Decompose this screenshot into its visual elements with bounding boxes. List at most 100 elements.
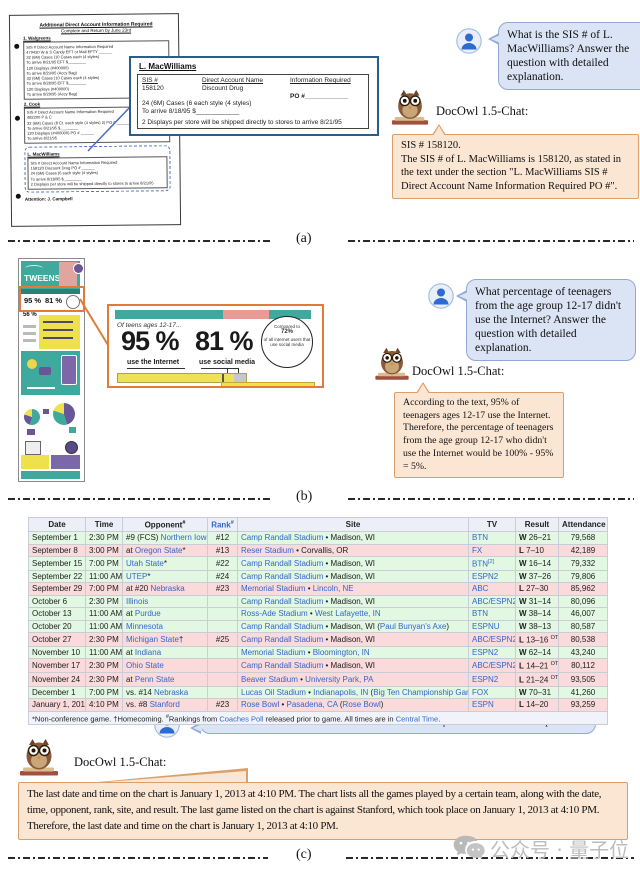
text-segment: #12 — [215, 533, 230, 543]
link[interactable]: Bloomington, IN — [312, 648, 370, 658]
table-cell: UTEP* — [122, 569, 208, 584]
link[interactable]: Ohio State — [126, 661, 164, 671]
text-segment: L — [519, 584, 524, 594]
table-cell: 7:00 PM — [85, 556, 123, 571]
table-cell: ABC — [468, 582, 516, 596]
link[interactable]: Minnesota — [126, 621, 163, 631]
link[interactable]: Michigan State — [126, 634, 179, 644]
link[interactable]: FOX — [472, 687, 489, 697]
table-row: October 20 11:00 AM Minnesota Camp Randall … — [28, 619, 608, 634]
link[interactable]: Camp Randall Stadium — [241, 558, 324, 568]
table-cell: at Purdue — [122, 607, 208, 621]
text-segment: * — [163, 558, 167, 568]
link[interactable]: ABC — [472, 584, 489, 594]
link[interactable]: Ross-Ade Stadium — [241, 609, 308, 619]
table-cell: BTN — [468, 607, 516, 621]
link[interactable]: Memorial Stadium — [241, 584, 306, 594]
link[interactable]: Stanford — [149, 700, 180, 710]
link[interactable]: West Lafayette, IN — [314, 609, 381, 619]
text-segment: at — [126, 674, 135, 684]
text-segment: vs. #8 — [126, 700, 150, 710]
purple-box — [51, 455, 80, 469]
link[interactable]: BTN — [472, 609, 488, 619]
link[interactable]: Reser Stadium — [241, 545, 294, 555]
text-segment: . — [438, 714, 441, 724]
link[interactable]: Northern Iowa — [160, 533, 208, 543]
link[interactable]: Indiana — [134, 648, 162, 658]
text-segment: • Madison, WI — [323, 634, 375, 644]
text-segment: 79,332 — [570, 558, 596, 568]
text-segment: • — [305, 648, 313, 658]
stat-95-label: use the Internet — [127, 359, 180, 366]
text-segment: • Madison, WI — [323, 661, 375, 671]
text-segment: November 17 — [32, 661, 81, 671]
text-segment: • — [279, 700, 287, 710]
table-cell: November 10 — [28, 645, 86, 660]
link[interactable]: Illinois — [126, 596, 149, 606]
link[interactable]: Camp Randall Stadium — [241, 661, 324, 671]
link[interactable]: ESPN — [472, 700, 494, 710]
text-segment: 85,962 — [570, 584, 596, 594]
link[interactable]: Purdue — [134, 609, 161, 619]
table-cell: Camp Randall Stadium • Madison, WI — [237, 594, 469, 609]
link[interactable]: FX — [472, 545, 483, 555]
link[interactable]: Rose Bowl — [241, 700, 280, 710]
table-cell: 42,189 — [558, 543, 608, 557]
user-question-b: What percentage of teenagers from the ag… — [456, 279, 636, 362]
link[interactable]: ABC/ESPN2 — [472, 634, 516, 644]
text-segment: 26–21 — [526, 533, 552, 543]
text-segment: • Madison, WI — [323, 596, 375, 606]
text-segment: 11:00 AM — [89, 648, 123, 658]
link[interactable]: Oregon State — [134, 545, 183, 555]
link[interactable]: Penn State — [134, 674, 175, 684]
link[interactable]: Utah State — [126, 558, 164, 568]
link[interactable]: Paul Bunyan's Axe — [379, 621, 447, 631]
table-cell: 46,007 — [558, 607, 608, 621]
link[interactable]: Coaches Poll — [219, 714, 264, 724]
link[interactable]: Lucas Oil Stadium — [241, 687, 306, 697]
table-cell: #13 — [207, 543, 238, 557]
table-cell: W 62–14 — [515, 645, 559, 660]
link[interactable]: Camp Randall Stadium — [241, 571, 324, 581]
link[interactable]: Memorial Stadium — [241, 648, 306, 658]
table-cell: October 27 — [28, 632, 86, 647]
table-cell: ABC/ESPN2 — [468, 594, 516, 609]
link[interactable]: UTEP — [126, 571, 148, 581]
link[interactable]: Rose Bowl — [342, 700, 381, 710]
text-segment: 38–13 — [526, 621, 552, 631]
table-cell: Lucas Oil Stadium • Indianapolis, IN (Bi… — [237, 685, 469, 700]
text-segment: 3:00 PM — [89, 545, 119, 555]
link[interactable]: Big Ten Championship Game — [373, 687, 469, 697]
text-segment: October 20 — [32, 621, 72, 631]
link[interactable]: ESPNU — [472, 621, 500, 631]
link[interactable]: [2] — [488, 559, 495, 565]
link[interactable]: ESPN2 — [472, 571, 499, 581]
link[interactable]: BTN — [472, 533, 488, 543]
link[interactable]: Nebraska — [154, 687, 189, 697]
link[interactable]: Indianapolis, IN — [313, 687, 369, 697]
link[interactable]: ESPN2 — [472, 648, 499, 658]
text-segment: 62–14 — [526, 648, 552, 658]
link[interactable]: Camp Randall Stadium — [241, 621, 324, 631]
table-cell: ESPN2 — [468, 645, 516, 660]
link[interactable]: Camp Randall Stadium — [241, 596, 324, 606]
link[interactable]: BTN — [472, 559, 488, 569]
table-cell: vs. #8 Stanford — [122, 698, 208, 712]
link[interactable]: Beaver Stadium — [241, 674, 298, 684]
link[interactable]: ABC/ESPN2 — [472, 661, 516, 671]
link[interactable]: Nebraska — [150, 584, 185, 594]
table-cell: ABC/ESPN2 — [468, 632, 516, 647]
link[interactable]: Camp Randall Stadium — [241, 634, 324, 644]
link[interactable]: Lincoln, NE — [312, 584, 354, 594]
text-segment: vs. #14 — [126, 687, 155, 697]
text-segment: # — [165, 713, 169, 720]
link[interactable]: Pasadena, CA — [286, 700, 338, 710]
bot-answer-a: SIS # 158120. The SIS # of L. MacWilliam… — [392, 134, 639, 199]
link[interactable]: University Park, PA — [305, 674, 374, 684]
link[interactable]: Camp Randall Stadium — [241, 533, 324, 543]
link[interactable]: ESPN2 — [472, 674, 499, 684]
link[interactable]: ABC/ESPN2 — [472, 596, 516, 606]
link[interactable]: Central Time — [395, 714, 439, 724]
table-cell: December 1 — [28, 685, 86, 700]
text-segment: ) — [380, 700, 384, 710]
